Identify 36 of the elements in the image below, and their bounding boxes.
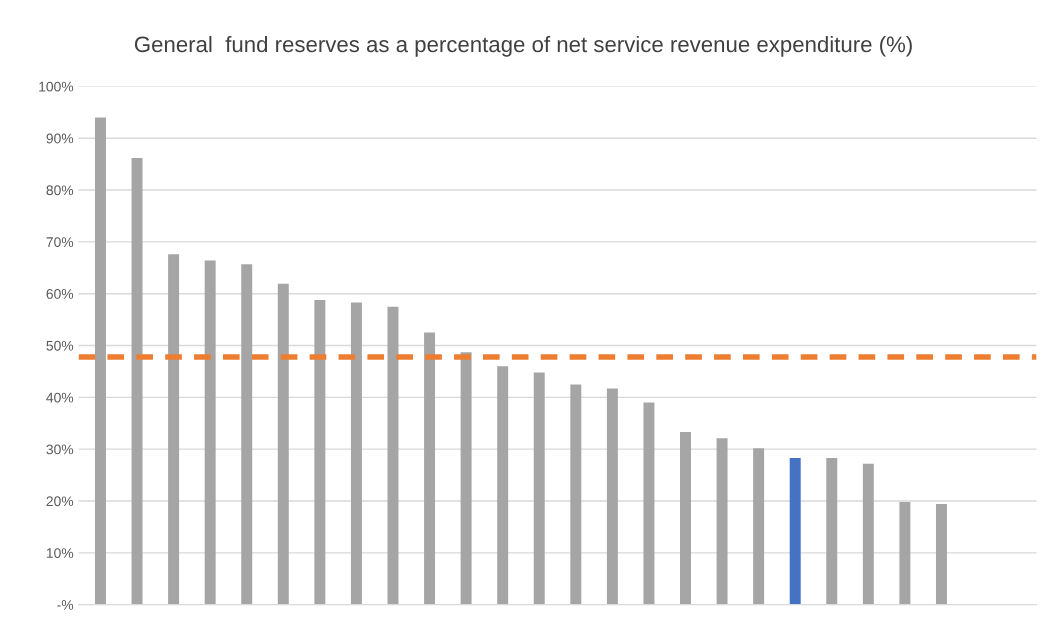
y-tick-label: -% bbox=[57, 600, 74, 610]
y-tick-label: 50% bbox=[46, 340, 74, 351]
bar bbox=[424, 332, 436, 605]
bar bbox=[680, 432, 691, 605]
bar bbox=[935, 504, 947, 605]
bar bbox=[94, 117, 106, 605]
y-tick-label: 60% bbox=[46, 289, 74, 299]
bar bbox=[789, 457, 801, 605]
bar bbox=[204, 260, 216, 605]
bar bbox=[131, 157, 143, 605]
y-tick-label: 80% bbox=[46, 185, 74, 196]
bar bbox=[606, 388, 618, 605]
bar bbox=[570, 384, 582, 605]
y-tick-label: 70% bbox=[46, 237, 74, 248]
bar bbox=[716, 438, 728, 605]
bar bbox=[277, 283, 289, 605]
y-tick-label: 90% bbox=[46, 133, 74, 144]
bar bbox=[753, 448, 765, 605]
bar bbox=[350, 302, 362, 605]
y-tick-label: 100% bbox=[39, 81, 74, 92]
y-tick-label: 30% bbox=[46, 444, 74, 455]
y-tick-label: 40% bbox=[46, 392, 74, 403]
bar bbox=[241, 264, 253, 605]
bar bbox=[497, 366, 509, 605]
bar bbox=[899, 502, 911, 605]
bar bbox=[862, 463, 874, 605]
bar bbox=[826, 457, 838, 605]
bar bbox=[533, 372, 545, 605]
bar bbox=[460, 352, 472, 605]
bar bbox=[643, 402, 655, 605]
bar bbox=[168, 254, 180, 605]
y-tick-label: 10% bbox=[46, 548, 74, 558]
chart-title: General fund reserves as a percentage of net service revenue expenditure (%) bbox=[134, 35, 912, 57]
bar bbox=[314, 299, 326, 605]
y-tick-label: 20% bbox=[46, 496, 74, 507]
bar bbox=[387, 306, 399, 605]
